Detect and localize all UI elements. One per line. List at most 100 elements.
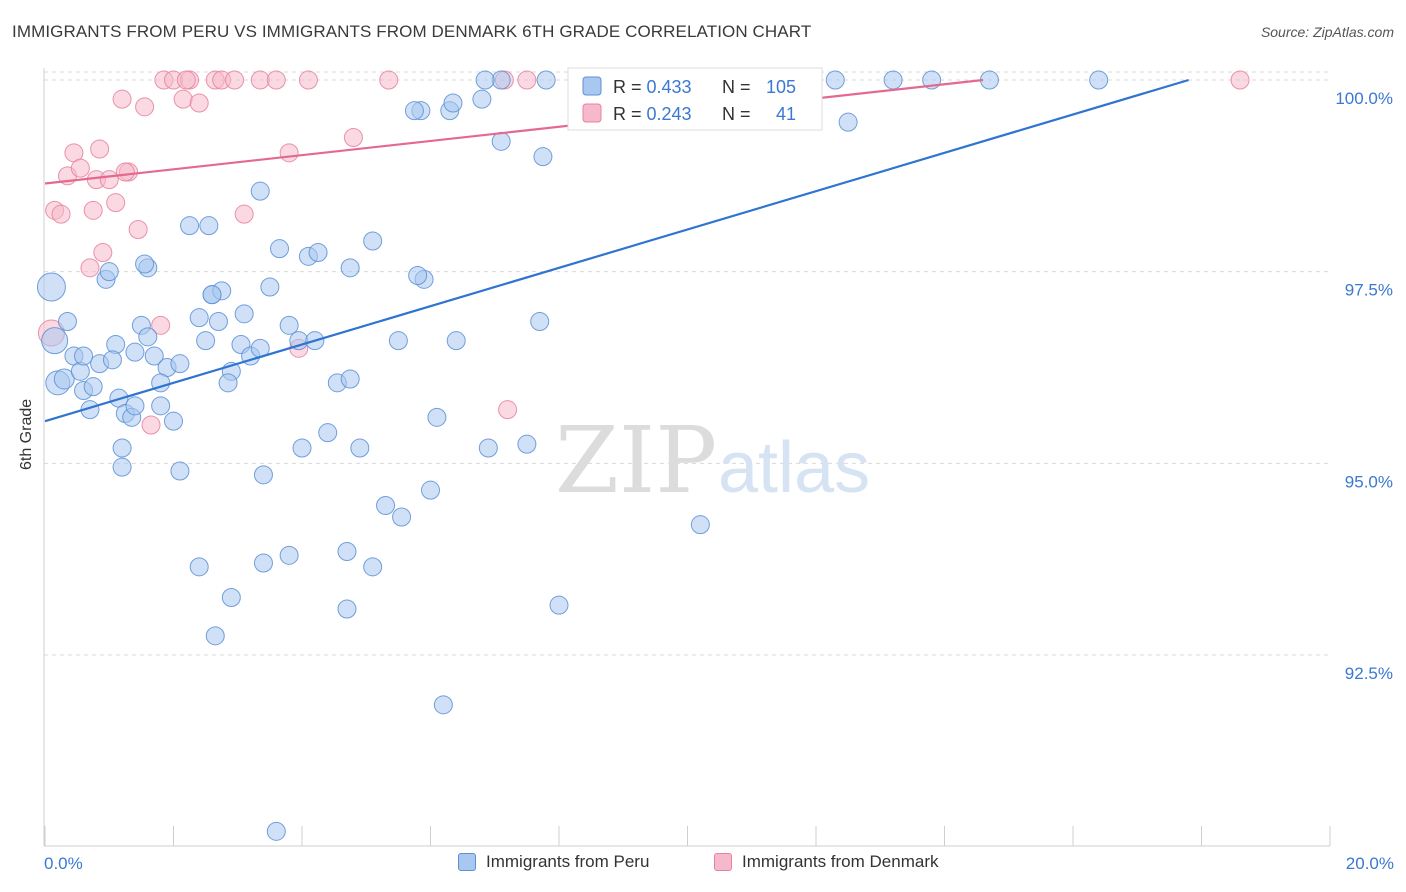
peru-point[interactable]: [70, 361, 90, 381]
peru-point[interactable]: [83, 377, 103, 397]
peru-point[interactable]: [144, 346, 164, 366]
peru-point[interactable]: [53, 368, 75, 390]
denmark-point[interactable]: [498, 400, 518, 420]
peru-point[interactable]: [472, 89, 492, 109]
peru-point[interactable]: [196, 331, 216, 351]
peru-point[interactable]: [189, 308, 209, 328]
denmark-point[interactable]: [106, 193, 126, 213]
peru-point[interactable]: [363, 231, 383, 251]
peru-point[interactable]: [125, 396, 145, 416]
peru-point[interactable]: [337, 599, 357, 619]
peru-point[interactable]: [318, 423, 338, 443]
peru-point[interactable]: [491, 131, 511, 151]
denmark-point[interactable]: [234, 204, 254, 224]
peru-point[interactable]: [517, 434, 537, 454]
peru-point[interactable]: [112, 457, 132, 477]
peru-point[interactable]: [279, 545, 299, 565]
peru-point[interactable]: [106, 335, 126, 354]
denmark-point[interactable]: [517, 70, 537, 90]
peru-point[interactable]: [102, 350, 122, 370]
peru-point[interactable]: [112, 438, 132, 458]
peru-point[interactable]: [36, 272, 66, 302]
peru-point[interactable]: [253, 465, 273, 485]
peru-point[interactable]: [408, 266, 428, 285]
peru-point[interactable]: [536, 70, 556, 90]
denmark-point[interactable]: [151, 315, 171, 335]
peru-point[interactable]: [99, 262, 119, 282]
denmark-point[interactable]: [80, 258, 100, 278]
denmark-point[interactable]: [70, 158, 90, 178]
peru-point[interactable]: [250, 181, 270, 201]
peru-point[interactable]: [491, 70, 511, 90]
denmark-point[interactable]: [176, 70, 196, 90]
peru-point[interactable]: [421, 480, 440, 500]
peru-point[interactable]: [549, 595, 569, 615]
peru-point[interactable]: [690, 515, 710, 535]
peru-point[interactable]: [74, 346, 94, 366]
peru-point[interactable]: [883, 70, 903, 90]
peru-point[interactable]: [270, 239, 290, 259]
peru-point[interactable]: [170, 461, 190, 481]
peru-point[interactable]: [427, 407, 447, 427]
peru-point[interactable]: [443, 93, 463, 113]
peru-point[interactable]: [180, 216, 200, 236]
peru-point[interactable]: [138, 327, 158, 347]
peru-point[interactable]: [392, 507, 412, 527]
peru-point[interactable]: [838, 112, 858, 132]
peru-point[interactable]: [388, 331, 408, 351]
denmark-point[interactable]: [93, 243, 113, 262]
peru-point[interactable]: [151, 396, 171, 416]
peru-point[interactable]: [340, 369, 360, 389]
peru-point[interactable]: [218, 373, 238, 393]
peru-point[interactable]: [340, 258, 360, 278]
peru-point[interactable]: [170, 354, 190, 374]
denmark-point[interactable]: [379, 70, 399, 90]
peru-point[interactable]: [404, 101, 424, 121]
legend-item-peru[interactable]: Immigrants from Peru: [458, 852, 649, 872]
peru-point[interactable]: [433, 695, 453, 715]
denmark-point[interactable]: [135, 97, 155, 117]
peru-point[interactable]: [260, 277, 280, 297]
peru-point[interactable]: [475, 70, 495, 90]
legend-item-denmark[interactable]: Immigrants from Denmark: [714, 852, 938, 872]
peru-point[interactable]: [208, 312, 228, 331]
denmark-point[interactable]: [189, 93, 209, 113]
denmark-point[interactable]: [83, 200, 103, 220]
peru-point[interactable]: [478, 438, 498, 458]
peru-point[interactable]: [57, 312, 77, 331]
peru-point[interactable]: [205, 626, 225, 646]
peru-point[interactable]: [135, 254, 155, 274]
denmark-point[interactable]: [112, 89, 132, 109]
peru-point[interactable]: [164, 411, 183, 431]
peru-point[interactable]: [337, 542, 357, 561]
peru-point[interactable]: [125, 342, 145, 362]
peru-point[interactable]: [350, 438, 370, 458]
denmark-point[interactable]: [90, 139, 110, 159]
denmark-point[interactable]: [225, 70, 245, 90]
denmark-point[interactable]: [1230, 70, 1250, 90]
denmark-point[interactable]: [343, 128, 363, 147]
peru-point[interactable]: [234, 304, 254, 324]
peru-point[interactable]: [189, 557, 209, 577]
denmark-point[interactable]: [173, 89, 193, 109]
peru-point[interactable]: [446, 331, 466, 351]
peru-point[interactable]: [308, 243, 328, 262]
denmark-point[interactable]: [250, 70, 270, 90]
peru-point[interactable]: [363, 557, 383, 577]
denmark-point[interactable]: [128, 220, 148, 239]
peru-point[interactable]: [279, 315, 299, 335]
peru-point[interactable]: [202, 285, 222, 305]
peru-point[interactable]: [253, 553, 273, 573]
peru-point[interactable]: [533, 147, 553, 167]
peru-point[interactable]: [530, 312, 550, 331]
peru-point[interactable]: [1089, 70, 1109, 90]
denmark-point[interactable]: [99, 170, 119, 190]
denmark-point[interactable]: [298, 70, 318, 90]
peru-point[interactable]: [266, 821, 286, 841]
peru-point[interactable]: [979, 70, 999, 90]
peru-point[interactable]: [376, 496, 396, 515]
denmark-point[interactable]: [51, 204, 71, 224]
peru-point[interactable]: [199, 216, 219, 236]
peru-point[interactable]: [825, 70, 845, 90]
peru-point[interactable]: [292, 438, 312, 458]
